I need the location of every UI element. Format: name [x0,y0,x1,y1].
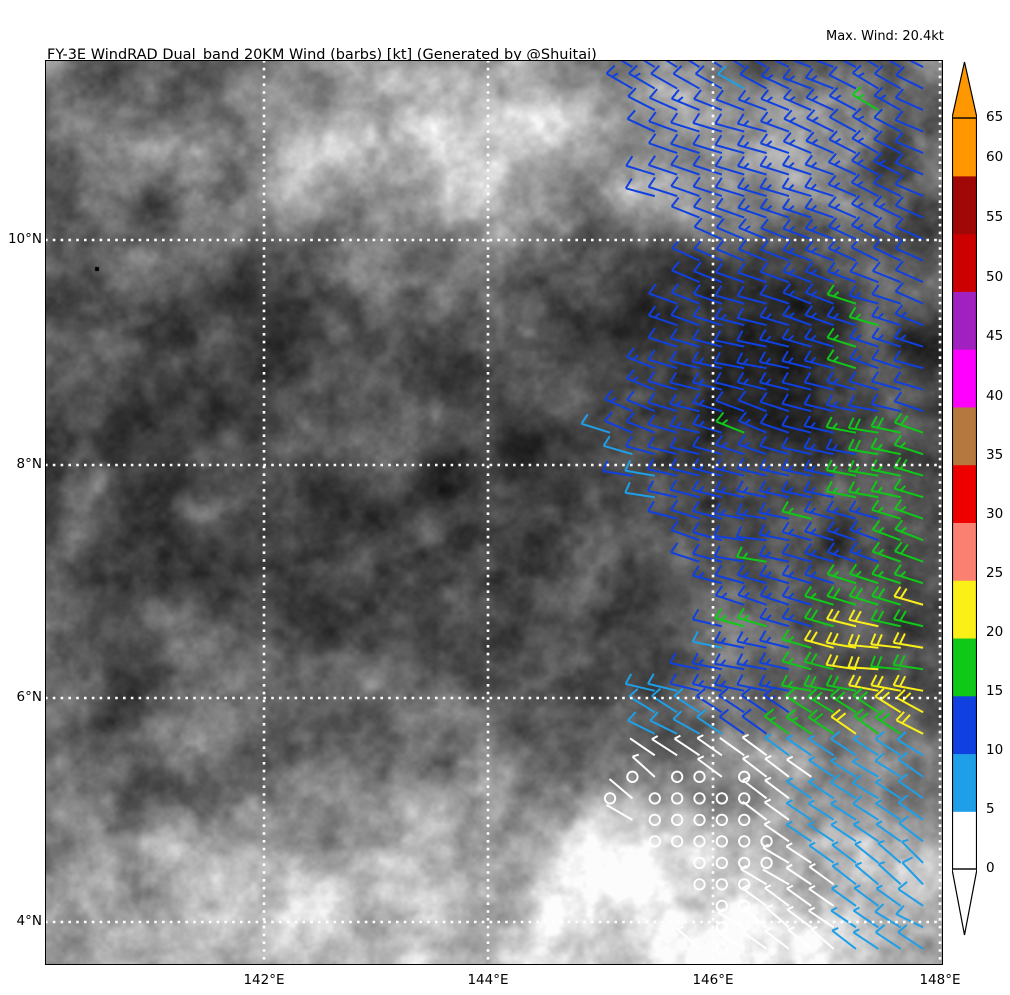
colorbar-tick-label: 60 [986,149,1004,165]
wind-barb-layer [580,60,924,956]
colorbar-tick-label: 35 [986,447,1004,463]
colorbar-tick-label: 55 [986,209,1004,225]
graticule-layer [45,60,943,965]
x-tick-label: 142°E [243,972,285,988]
colorbar-tick-label: 45 [986,328,1004,344]
colorbar-tick-label: 25 [986,565,1004,581]
satellite-wind-map[interactable] [45,60,943,965]
colorbar-tick-label: 20 [986,624,1004,640]
colorbar-tick-label: 30 [986,506,1004,522]
y-tick-label: 8°N [16,456,42,472]
y-tick-label: 6°N [16,689,42,705]
colorbar-tick-label: 10 [986,742,1004,758]
page-title: FY-3E WindRAD Dual_band 20KM Wind (barbs… [47,47,597,63]
x-tick-label: 144°E [467,972,509,988]
y-tick-label: 10°N [7,231,42,247]
colorbar-tick-label: 50 [986,269,1004,285]
colorbar-tick-label: 65 [986,109,1004,125]
y-tick-label: 4°N [16,913,42,929]
colorbar [952,60,977,965]
colorbar-tick-label: 5 [986,801,995,817]
colorbar-tick-label: 15 [986,683,1004,699]
max-wind-annotation: Max. Wind: 20.4kt [826,29,944,44]
x-tick-label: 148°E [919,972,961,988]
colorbar-tick-label: 40 [986,388,1004,404]
x-tick-label: 146°E [692,972,734,988]
colorbar-tick-label: 0 [986,860,995,876]
